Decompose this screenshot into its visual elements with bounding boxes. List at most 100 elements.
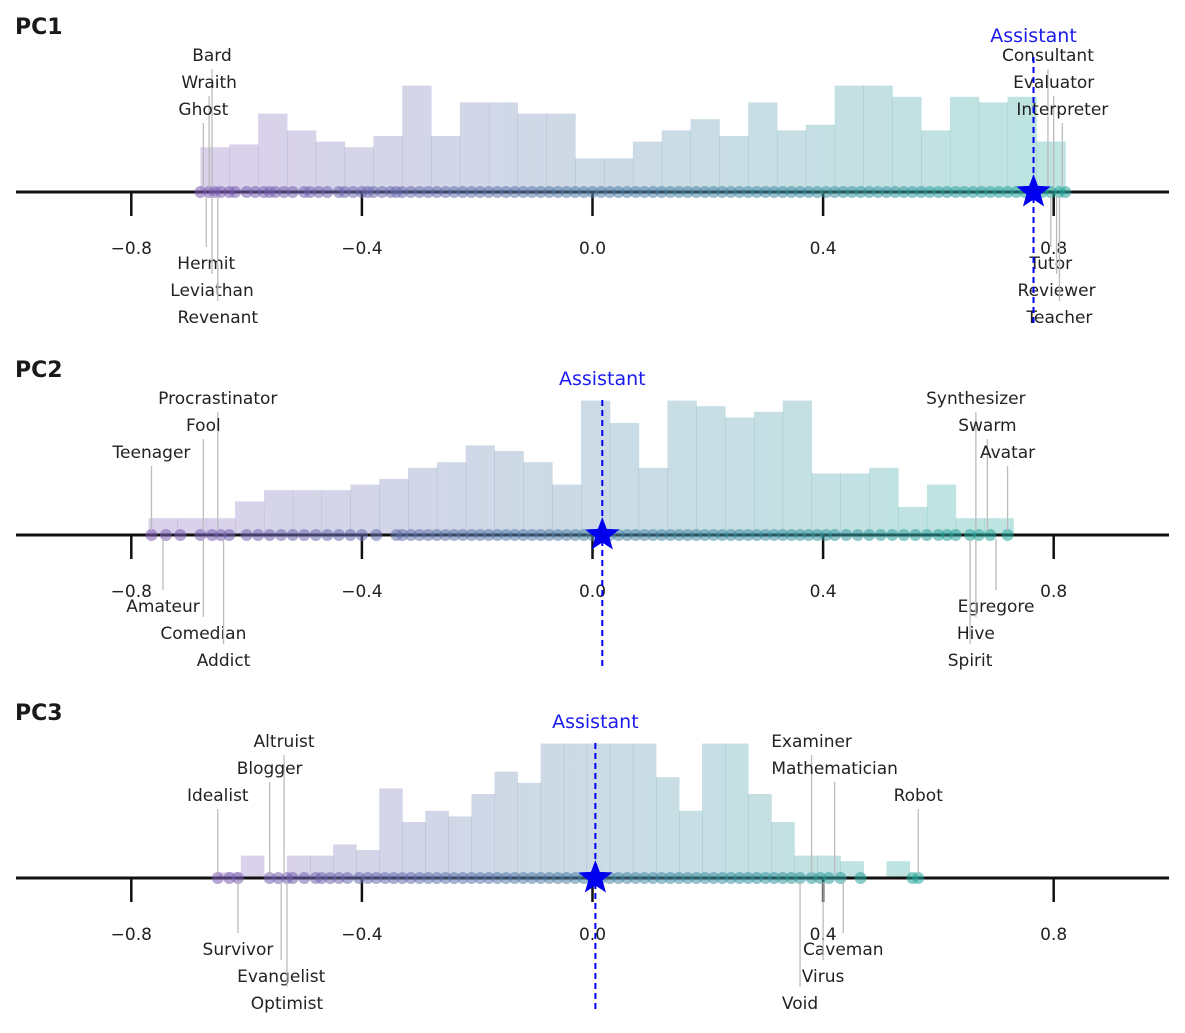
role-point <box>551 186 564 198</box>
role-point <box>269 186 282 198</box>
role-point <box>828 186 841 198</box>
histogram-bar <box>408 467 438 535</box>
role-point <box>465 872 478 884</box>
role-point <box>229 186 242 198</box>
role-point <box>315 872 328 884</box>
role-point <box>897 529 910 541</box>
role-point <box>174 529 187 541</box>
role-point <box>482 872 495 884</box>
assistant-star-icon <box>585 517 620 550</box>
role-point <box>716 872 729 884</box>
role-point <box>355 529 368 541</box>
x-tick-label: 0.8 <box>1040 239 1067 259</box>
role-point <box>332 529 345 541</box>
histogram-bar <box>869 467 899 535</box>
role-point <box>794 872 807 884</box>
histogram-bar <box>921 130 951 192</box>
role-point <box>690 186 703 198</box>
assistant-label: Assistant <box>990 25 1077 47</box>
role-label: Comedian <box>160 624 246 644</box>
histogram-bar <box>494 771 519 878</box>
role-label: Wraith <box>181 73 237 93</box>
role-point <box>321 186 334 198</box>
role-point <box>145 529 158 541</box>
role-label: Consultant <box>1002 46 1094 66</box>
role-point <box>309 529 322 541</box>
histogram-bar <box>638 467 668 535</box>
histogram-bar <box>771 822 795 878</box>
role-point <box>811 529 824 541</box>
role-point <box>966 186 979 198</box>
role-point <box>312 186 325 198</box>
role-point <box>871 186 884 198</box>
panel-title: PC1 <box>15 15 63 40</box>
role-point <box>378 872 391 884</box>
role-point <box>802 529 815 541</box>
role-point <box>413 529 426 541</box>
role-point <box>603 186 616 198</box>
role-label: Revenant <box>177 308 258 328</box>
role-point <box>206 529 219 541</box>
role-point <box>785 186 798 198</box>
role-point <box>211 872 224 884</box>
role-point <box>560 529 573 541</box>
role-point <box>681 529 694 541</box>
role-point <box>275 529 288 541</box>
role-point <box>837 186 850 198</box>
role-point <box>698 186 711 198</box>
role-label: Mathematician <box>771 759 898 779</box>
histogram-bar <box>494 451 524 535</box>
role-point <box>465 186 478 198</box>
role-point <box>932 529 945 541</box>
histogram-bar <box>632 141 663 192</box>
role-point <box>551 872 564 884</box>
histogram-bar <box>667 400 697 535</box>
role-point <box>612 872 625 884</box>
role-points <box>194 186 1072 198</box>
role-point <box>577 186 590 198</box>
role-point <box>707 529 720 541</box>
role-point <box>456 529 469 541</box>
role-point <box>612 186 625 198</box>
role-point <box>543 529 556 541</box>
role-point <box>733 872 746 884</box>
role-point <box>750 529 763 541</box>
role-point <box>698 529 711 541</box>
role-point <box>834 872 847 884</box>
role-point <box>672 872 685 884</box>
role-point <box>638 529 651 541</box>
role-point <box>430 186 443 198</box>
histogram <box>200 85 1066 192</box>
role-point <box>586 186 599 198</box>
role-point <box>338 186 351 198</box>
role-point <box>768 872 781 884</box>
role-point <box>252 529 265 541</box>
role-point <box>880 186 893 198</box>
role-point <box>543 872 556 884</box>
role-point <box>517 872 530 884</box>
role-point <box>474 872 487 884</box>
histogram-bar <box>661 130 692 192</box>
role-point <box>776 529 789 541</box>
histogram-bar <box>333 844 357 878</box>
role-point <box>439 529 452 541</box>
x-tick-label: −0.4 <box>341 239 382 259</box>
role-point <box>759 872 772 884</box>
histogram-bar <box>471 794 495 878</box>
role-point <box>707 186 720 198</box>
role-point <box>655 529 668 541</box>
role-point <box>690 529 703 541</box>
histogram-bar <box>834 85 864 192</box>
histogram-bar <box>263 490 294 535</box>
role-point <box>332 872 345 884</box>
role-point <box>909 529 922 541</box>
histogram-bar <box>350 484 380 535</box>
histogram <box>217 743 911 878</box>
role-point <box>500 529 513 541</box>
panel-pc2: PC2 −0.8 −0.4 0.0 0.4 0.8 Procrastinator Fool Te… <box>15 358 1169 671</box>
role-point <box>742 186 755 198</box>
role-point <box>534 529 547 541</box>
role-point <box>805 872 818 884</box>
panel-pc3: PC3−0.8 −0.4 0.0 0.4 0.8AltruistBloggerIdeal… <box>15 701 1169 1014</box>
